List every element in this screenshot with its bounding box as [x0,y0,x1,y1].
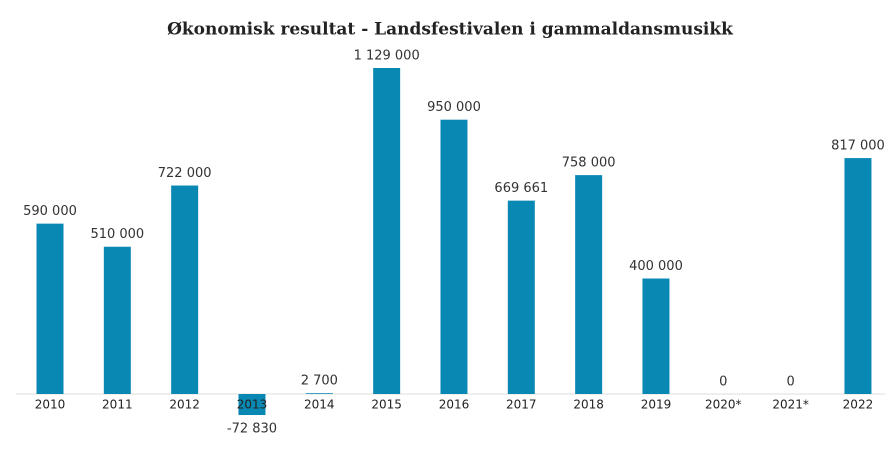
bar [373,68,401,394]
x-tick-label: 2012 [169,398,200,412]
bar [507,200,535,394]
bar [575,175,603,394]
bar [440,119,468,394]
value-label: 400 000 [629,259,683,274]
bar [171,185,199,394]
x-tick-label: 2019 [641,398,672,412]
bar [238,394,266,416]
x-tick-label: 2018 [573,398,604,412]
x-tick-label: 2010 [35,398,66,412]
bar [36,223,64,394]
x-tick-label: 2014 [304,398,335,412]
x-tick-label: 2020* [705,398,742,412]
x-tick-label: 2017 [506,398,537,412]
x-tick-label: 2015 [371,398,402,412]
value-label: 590 000 [23,204,77,219]
bar [642,278,670,394]
value-label: 758 000 [562,156,616,171]
x-tick-label: 2022 [843,398,874,412]
bar [844,158,872,394]
value-label: 510 000 [90,227,144,242]
x-tick-label: 2013 [237,398,268,412]
bar [103,246,131,394]
value-label: 0 [719,375,727,390]
bar [305,393,333,394]
chart-title: Økonomisk resultat - Landsfestivalen i g… [167,20,734,40]
value-label: 817 000 [831,139,885,154]
x-tick-label: 2016 [439,398,470,412]
x-tick-label: 2021* [772,398,809,412]
value-label: 722 000 [158,166,212,181]
value-label: 2 700 [301,374,338,389]
value-label: 0 [786,375,794,390]
value-label: -72 830 [227,422,277,437]
value-label: 950 000 [427,100,481,115]
value-label: 1 129 000 [354,49,420,64]
x-tick-label: 2011 [102,398,133,412]
value-label: 669 661 [494,181,548,196]
